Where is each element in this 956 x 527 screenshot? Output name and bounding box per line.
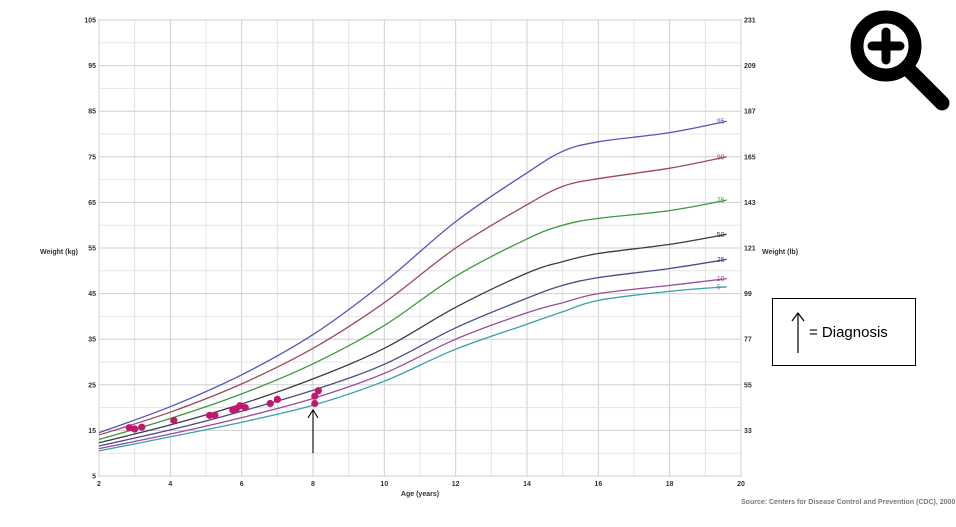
x-tick-label: 14 (523, 481, 531, 488)
y-tick-label-right: 33 (744, 428, 752, 435)
patient-data-point (314, 387, 322, 395)
percentile-curves: 95 90 75 50 25 105 (98, 119, 727, 452)
percentile-curve-90 (98, 156, 727, 436)
y-tick-label-right: 55 (744, 382, 752, 389)
y-tick-label-left: 65 (88, 200, 96, 207)
axis-ticks: 2 4 6 8 10 12 14 16 18 20515253545556575859510533… (84, 18, 755, 489)
patient-data-point (170, 416, 178, 424)
patient-data-point (311, 399, 319, 408)
percentile-label-95: 95 (717, 119, 725, 126)
y-tick-label-left: 105 (84, 18, 96, 25)
y-tick-label-left: 15 (88, 428, 96, 435)
y-tick-label-right: 143 (744, 200, 756, 207)
x-tick-label: 12 (452, 481, 460, 488)
percentile-curve-10 (98, 277, 727, 450)
patient-points (125, 387, 322, 433)
percentile-label-90: 90 (717, 154, 725, 161)
y-axis-label-right: Weight (lb) (762, 249, 798, 256)
y-tick-label-right: 165 (744, 154, 756, 161)
patient-data-point (138, 423, 146, 431)
patient-data-point (131, 425, 139, 433)
percentile-label-50: 50 (717, 232, 725, 239)
y-tick-label-left: 95 (88, 63, 96, 70)
y-tick-label-left: 5 (92, 474, 96, 481)
y-tick-label-right: 231 (744, 18, 756, 25)
up-arrow-icon (791, 312, 805, 353)
percentile-curve-75 (98, 199, 727, 441)
y-tick-label-left: 35 (88, 337, 96, 344)
percentile-curve-50 (98, 233, 727, 444)
zoom-in-button[interactable] (840, 8, 956, 112)
patient-data-point (266, 399, 274, 408)
percentile-label-75: 75 (717, 198, 725, 205)
percentile-label-25: 25 (717, 257, 725, 264)
patient-data-point (211, 411, 219, 419)
y-tick-label-left: 45 (88, 291, 96, 298)
percentile-label-5: 5 (717, 284, 721, 291)
percentile-label-10: 10 (717, 276, 725, 283)
y-tick-label-left: 55 (88, 246, 96, 253)
y-tick-label-right: 209 (744, 63, 756, 70)
y-tick-label-right: 77 (744, 337, 752, 344)
y-tick-label-left: 25 (88, 382, 96, 389)
source-note: Source: Centers for Disease Control and … (741, 499, 956, 506)
y-axis-label-left: Weight (kg) (40, 249, 78, 256)
x-axis-label: Age (years) (401, 491, 439, 498)
x-tick-label: 6 (240, 481, 244, 488)
patient-data-point (241, 404, 249, 412)
diagnosis-arrow-head (307, 408, 319, 419)
patient-data-point (311, 392, 319, 400)
legend-box: = Diagnosis (772, 298, 916, 366)
legend-label: = Diagnosis (809, 324, 888, 341)
x-tick-label: 2 (97, 481, 101, 488)
y-tick-label-right: 99 (744, 291, 752, 298)
x-tick-label: 4 (168, 481, 172, 488)
x-tick-label: 18 (666, 481, 674, 488)
patient-data-point (273, 395, 281, 403)
patient-data-point (205, 411, 214, 419)
chart-grid (98, 19, 742, 477)
x-tick-label: 8 (311, 481, 315, 488)
y-tick-label-right: 187 (744, 109, 756, 116)
x-tick-label: 10 (380, 481, 388, 488)
zoom-in-icon (850, 10, 950, 111)
diagnosis-arrow (307, 408, 319, 454)
x-tick-label: 20 (737, 481, 745, 488)
y-tick-label-right: 121 (744, 246, 756, 253)
percentile-curve-5 (98, 286, 727, 452)
x-tick-label: 16 (594, 481, 602, 488)
y-tick-label-left: 75 (88, 154, 96, 161)
percentile-curve-95 (98, 120, 727, 434)
y-tick-label-left: 85 (88, 109, 96, 116)
